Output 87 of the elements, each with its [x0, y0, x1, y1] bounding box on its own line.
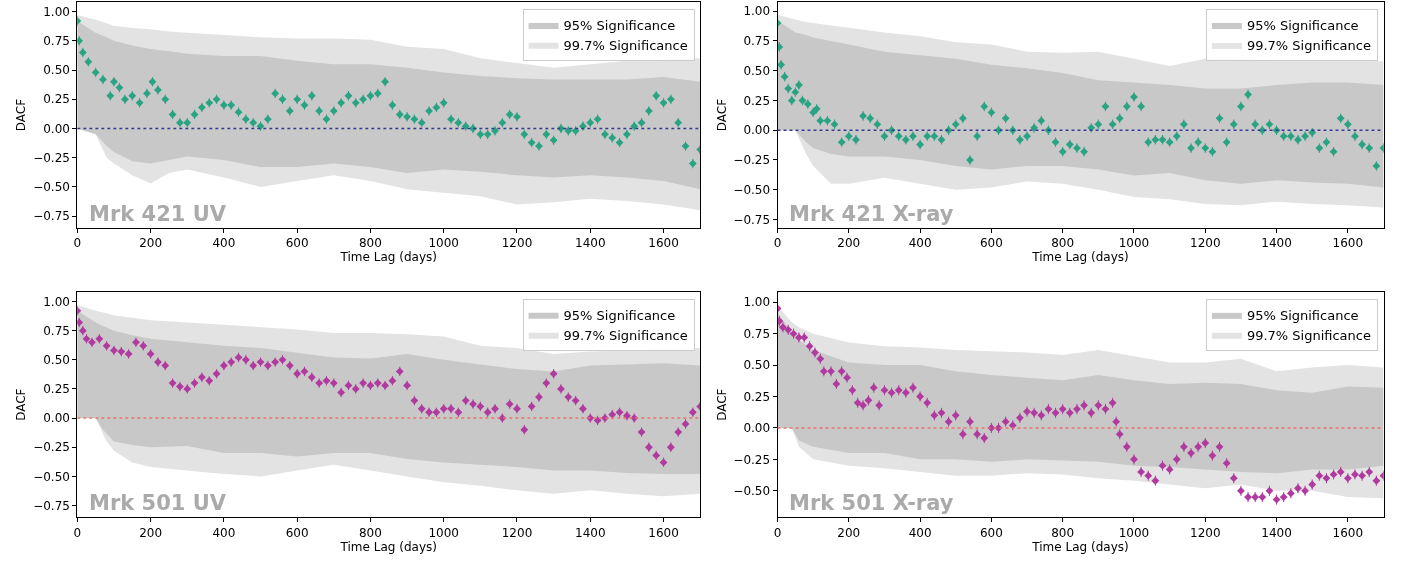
- y-tick-label: 0.25: [43, 382, 70, 397]
- y-axis-title: DACF: [714, 98, 729, 132]
- legend-label: 95% Significance: [563, 307, 676, 323]
- y-tick-label: 0.25: [43, 92, 70, 107]
- x-tick-label: 1200: [501, 236, 533, 251]
- x-tick-label: 0: [773, 236, 782, 251]
- y-tick-label: −0.25: [733, 452, 771, 467]
- x-tick-label: 1200: [501, 525, 533, 540]
- x-tick-label: 0: [773, 525, 782, 540]
- legend-label: 95% Significance: [1246, 307, 1359, 323]
- annotation: Mrk 421 X-ray: [789, 202, 954, 226]
- x-tick-label: 1400: [1261, 236, 1292, 251]
- x-axis-title: Time Lag (days): [339, 539, 437, 554]
- x-tick-label: 1400: [575, 236, 606, 251]
- y-tick-label: 0.50: [43, 63, 70, 78]
- y-tick-label: −0.75: [33, 209, 70, 224]
- y-tick-label: −0.50: [733, 182, 771, 197]
- x-tick-label: 1600: [1332, 236, 1364, 251]
- y-tick-label: −0.50: [733, 483, 771, 498]
- y-tick-label: 0.00: [743, 421, 771, 436]
- y-tick-label: 0.25: [743, 389, 771, 404]
- y-tick-label: 0.00: [743, 123, 771, 138]
- x-tick-label: 200: [139, 525, 163, 540]
- y-tick-label: 0.25: [743, 93, 771, 108]
- y-tick-label: 1.00: [743, 295, 771, 310]
- x-tick-label: 400: [908, 236, 932, 251]
- annotation: Mrk 501 UV: [89, 491, 227, 515]
- y-tick-label: −0.75: [733, 212, 771, 227]
- annotation: Mrk 421 UV: [89, 202, 227, 226]
- x-tick-label: 400: [212, 236, 236, 251]
- y-tick-label: −0.75: [33, 498, 70, 513]
- x-tick-label: 1000: [428, 236, 459, 251]
- annotation: Mrk 501 X-ray: [789, 491, 954, 515]
- x-tick-label: 1400: [575, 525, 606, 540]
- y-tick-label: 0.75: [43, 323, 70, 338]
- x-tick-label: 600: [285, 236, 309, 251]
- y-tick-label: 1.00: [43, 4, 70, 19]
- x-tick-label: 1200: [1189, 525, 1221, 540]
- y-tick-label: 0.50: [43, 352, 70, 367]
- x-tick-label: 800: [1051, 236, 1075, 251]
- x-tick-label: 1000: [1118, 525, 1150, 540]
- y-tick-label: 0.75: [743, 326, 771, 341]
- y-axis-title: DACF: [14, 388, 29, 421]
- y-tick-label: 1.00: [743, 4, 771, 19]
- y-axis-title: DACF: [714, 388, 729, 421]
- x-tick-label: 200: [139, 236, 163, 251]
- x-tick-label: 400: [908, 525, 932, 540]
- y-tick-label: 1.00: [43, 294, 70, 309]
- x-tick-label: 200: [837, 236, 861, 251]
- legend-label: 95% Significance: [1246, 18, 1359, 34]
- legend-label: 99.7% Significance: [1246, 327, 1371, 343]
- y-tick-label: 0.00: [43, 121, 70, 136]
- legend-label: 99.7% Significance: [1246, 37, 1371, 53]
- x-tick-label: 1000: [1118, 236, 1150, 251]
- x-axis-title: Time Lag (days): [1031, 539, 1129, 554]
- x-tick-label: 1600: [1332, 525, 1364, 540]
- y-tick-label: 0.00: [43, 411, 70, 426]
- y-tick-label: 0.75: [743, 34, 771, 49]
- x-tick-label: 800: [358, 525, 382, 540]
- x-tick-label: 1200: [1189, 236, 1221, 251]
- y-tick-label: −0.50: [33, 469, 70, 484]
- x-tick-label: 800: [358, 236, 382, 251]
- y-tick-label: 0.50: [743, 63, 771, 78]
- x-tick-label: 1600: [648, 525, 679, 540]
- x-tick-label: 600: [979, 525, 1003, 540]
- x-tick-label: 800: [1051, 525, 1075, 540]
- y-tick-label: −0.25: [33, 150, 70, 165]
- x-tick-label: 400: [212, 525, 236, 540]
- x-tick-label: 0: [73, 236, 82, 251]
- x-tick-label: 200: [837, 525, 861, 540]
- y-tick-label: 0.50: [743, 358, 771, 373]
- y-tick-label: −0.50: [33, 180, 70, 195]
- x-tick-label: 600: [979, 236, 1003, 251]
- x-tick-label: 1600: [648, 236, 679, 251]
- x-tick-label: 600: [285, 525, 309, 540]
- y-axis-title: DACF: [14, 98, 29, 132]
- legend-label: 99.7% Significance: [563, 327, 688, 343]
- legend-label: 99.7% Significance: [563, 37, 688, 53]
- x-tick-label: 1000: [428, 525, 459, 540]
- y-tick-label: −0.25: [733, 153, 771, 168]
- x-axis-title: Time Lag (days): [1031, 250, 1129, 265]
- x-axis-title: Time Lag (days): [339, 250, 437, 265]
- x-tick-label: 1400: [1261, 525, 1292, 540]
- y-tick-label: 0.75: [43, 34, 70, 49]
- y-tick-label: −0.25: [33, 440, 70, 455]
- x-tick-label: 0: [73, 525, 82, 540]
- legend-label: 95% Significance: [563, 18, 676, 34]
